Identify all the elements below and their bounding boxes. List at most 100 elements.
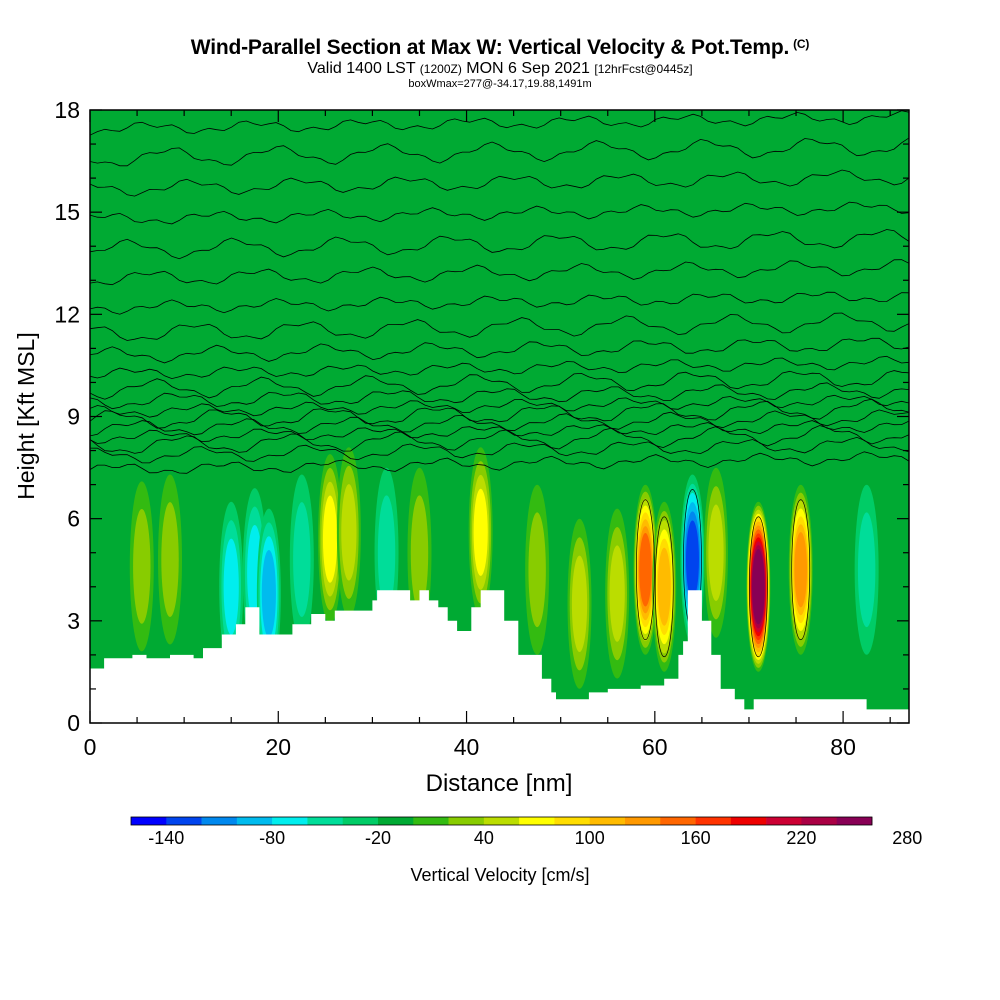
y-tick-label: 9: [67, 404, 80, 430]
velocity-cell-band: [473, 488, 488, 576]
y-tick-label: 3: [67, 608, 80, 634]
y-axis: 0 3 6 9 12 15 18: [54, 97, 909, 736]
x-tick-label: 40: [454, 734, 480, 760]
velocity-cell: [525, 484, 550, 655]
colorbar-swatch: [378, 817, 414, 825]
theta-contour: [90, 201, 909, 225]
velocity-cell: [854, 484, 879, 655]
velocity-cell: [567, 518, 592, 689]
theta-contour: [90, 436, 909, 464]
chart-title-text: Wind-Parallel Section at Max W: Vertical…: [190, 36, 790, 59]
velocity-cell-band: [657, 547, 671, 626]
velocity-cell-band: [571, 555, 588, 653]
velocity-cell-band: [609, 545, 625, 642]
velocity-cell: [336, 447, 361, 618]
velocity-cell: [788, 484, 813, 655]
colorbar-swatch: [766, 817, 802, 825]
velocity-cell-band: [857, 512, 876, 628]
theta-contours: [90, 110, 909, 658]
velocity-cell: [158, 474, 183, 645]
colorbar-swatch: [660, 817, 696, 825]
valid-time: Valid 1400 LST (1200Z) MON 6 Sep 2021 [1…: [0, 60, 1000, 78]
velocity-cell-band: [161, 502, 179, 617]
y-tick-label: 0: [67, 710, 80, 736]
velocity-cell: [652, 501, 677, 672]
theta-contour: [90, 398, 909, 429]
velocity-cell-band: [708, 504, 724, 601]
x-tick-label: 0: [84, 734, 97, 760]
plot-area: [90, 110, 909, 723]
colorbar-tick-label: 40: [474, 828, 494, 848]
updraft-contour: [636, 499, 655, 641]
velocity-cell-band: [322, 495, 338, 583]
colorbar-swatch: [166, 817, 202, 825]
x-axis: 0 20 40 60 80: [84, 110, 891, 760]
theta-contour: [90, 425, 909, 454]
theta-contour: [90, 394, 909, 418]
colorbar-swatch: [201, 817, 238, 825]
theta-contour: [90, 259, 909, 286]
velocity-cell: [633, 484, 658, 655]
velocity-cell: [129, 481, 154, 652]
velocity-cell-band: [377, 495, 396, 611]
y-tick-label: 15: [54, 199, 80, 225]
box-wmax-info: boxWmax=277@-34.17,19.88,1491m: [408, 78, 592, 90]
velocity-cell: [318, 454, 343, 625]
velocity-cell-band: [752, 553, 765, 621]
colorbar-tick-label: 100: [575, 828, 605, 848]
colorbar-tick-label: -80: [259, 828, 285, 848]
x-axis-label: Distance [nm]: [426, 770, 573, 797]
forecast-info: [12hrFcst@0445z]: [594, 62, 693, 76]
colorbar-swatch: [801, 817, 838, 825]
colorbar-swatch: [131, 817, 167, 825]
colorbar-swatch: [730, 817, 767, 825]
velocity-cell: [605, 508, 630, 679]
chart-title: Wind-Parallel Section at Max W: Vertical…: [0, 36, 1000, 60]
colorbar-tick-label: 160: [681, 828, 711, 848]
colorbar-swatch: [448, 817, 485, 825]
colorbar-tick-label: 280: [892, 828, 922, 848]
colorbar: -140 -80 -20 40 100 160 220 280: [130, 816, 922, 848]
y-tick-label: 12: [54, 301, 80, 327]
colorbar-swatch: [554, 817, 591, 825]
y-axis-label: Height [Kft MSL]: [13, 332, 39, 499]
theta-contour: [90, 370, 909, 400]
velocity-cell-band: [794, 532, 808, 608]
velocity-cell-band: [528, 512, 546, 628]
velocity-cell-band: [293, 502, 311, 617]
velocity-cell-band: [223, 538, 239, 635]
colorbar-swatch: [483, 817, 520, 825]
valid-time-utc: (1200Z): [419, 62, 462, 76]
updraft-contour: [654, 516, 674, 658]
velocity-cell: [704, 467, 729, 638]
colorbar-swatch: [413, 817, 449, 825]
theta-contour: [90, 229, 909, 260]
x-tick-label: 20: [265, 734, 291, 760]
colorbar-swatch: [695, 817, 732, 825]
updraft-contour: [749, 516, 768, 658]
colorbar-label: Vertical Velocity [cm/s]: [410, 865, 589, 885]
colorbar-swatch: [625, 817, 661, 825]
theta-contour: [90, 420, 909, 444]
theta-contour: [90, 355, 909, 380]
colorbar-swatch: [342, 817, 379, 825]
colorbar-swatch: [236, 817, 273, 825]
theta-contour: [90, 110, 909, 136]
velocity-cell: [746, 501, 771, 672]
velocity-cell: [468, 447, 493, 618]
colorbar-swatch: [307, 817, 344, 825]
colorbar-swatch: [272, 817, 308, 825]
y-tick-label: 18: [54, 97, 80, 123]
colorbar-tick-label: -20: [365, 828, 391, 848]
colorbar-tick-label: -140: [148, 828, 184, 848]
colorbar-frame: [130, 816, 873, 826]
theta-contour: [90, 451, 909, 474]
colorbar-tick-label: 220: [786, 828, 816, 848]
valid-time-main: Valid 1400 LST: [307, 60, 416, 77]
theta-contour: [90, 382, 909, 410]
theta-contour: [90, 137, 909, 167]
valid-date: MON 6 Sep 2021: [466, 60, 590, 77]
x-tick-label: 60: [642, 734, 668, 760]
theta-contour: [90, 169, 909, 197]
